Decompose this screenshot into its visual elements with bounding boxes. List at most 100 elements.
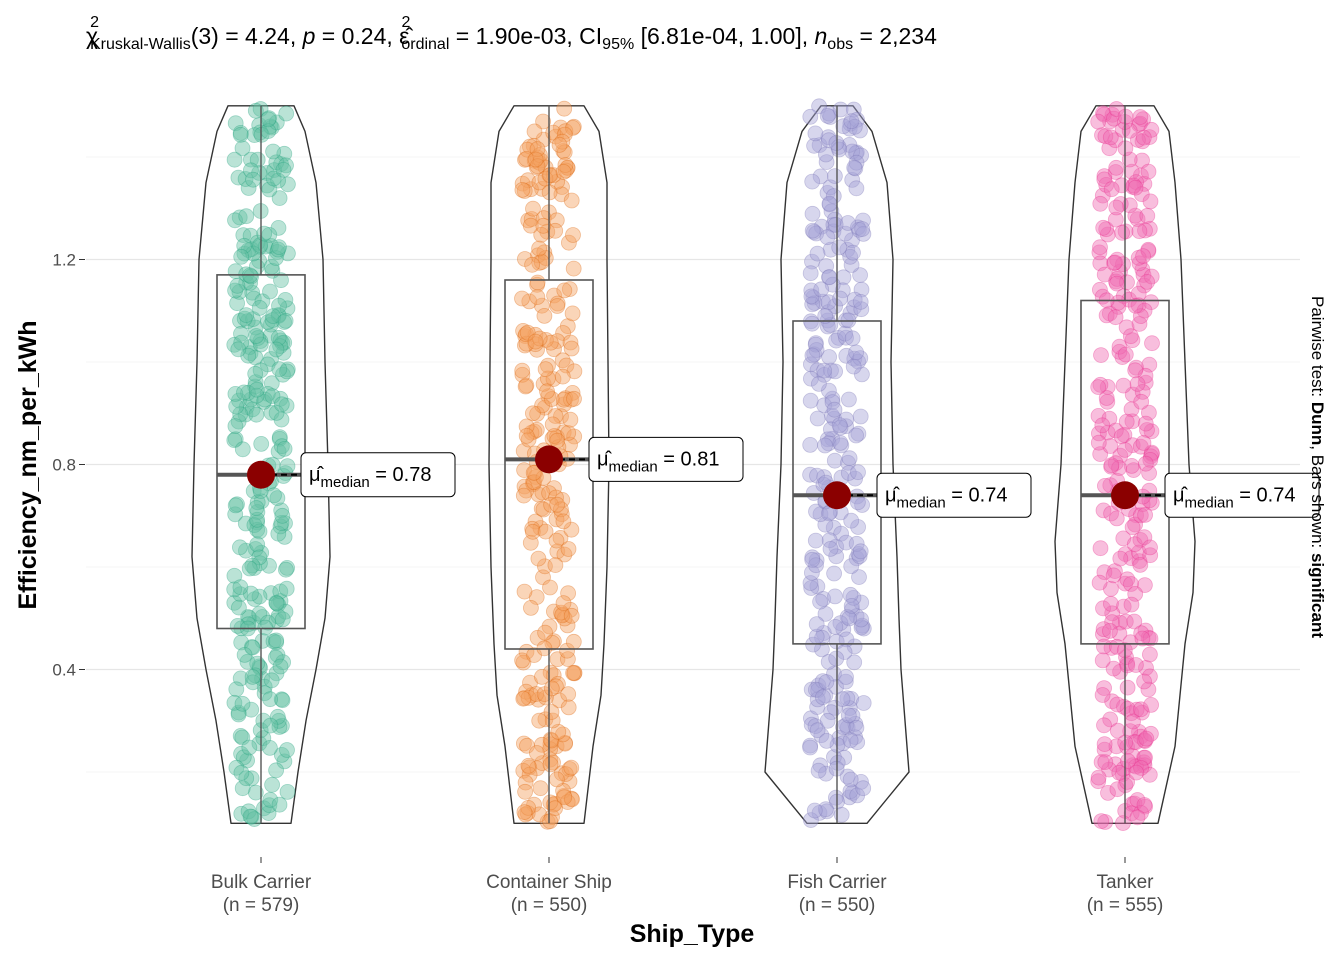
- data-point: [566, 390, 582, 407]
- data-point: [803, 356, 819, 373]
- eps-part: = 1.90e-03, CI: [449, 23, 602, 49]
- data-point: [1090, 773, 1107, 790]
- data-point: [549, 298, 566, 314]
- data-point: [844, 784, 861, 801]
- data-point: [821, 195, 838, 212]
- data-point: [233, 334, 250, 351]
- data-point: [819, 712, 836, 729]
- x-category-label: Bulk Carrier: [211, 872, 312, 893]
- data-point: [564, 791, 580, 808]
- violin-outline: [1054, 105, 1196, 824]
- data-point: [240, 242, 257, 259]
- data-point: [846, 350, 863, 367]
- data-point: [812, 593, 828, 610]
- data-point: [1122, 328, 1139, 345]
- data-point: [563, 340, 580, 357]
- data-point: [811, 805, 828, 821]
- data-point: [548, 511, 565, 528]
- data-point: [247, 374, 264, 391]
- data-point: [853, 281, 870, 298]
- data-point: [555, 143, 572, 159]
- data-point: [853, 619, 870, 636]
- data-point: [566, 665, 583, 682]
- data-point: [262, 792, 279, 808]
- data-point: [1097, 128, 1114, 145]
- data-point: [231, 283, 248, 300]
- data-point: [1113, 428, 1130, 445]
- data-point: [560, 425, 577, 441]
- data-point: [1123, 596, 1140, 613]
- data-point: [271, 190, 288, 207]
- data-point: [806, 802, 823, 819]
- data-point: [1127, 758, 1144, 775]
- data-point: [1128, 657, 1144, 673]
- data-point: [1119, 657, 1136, 674]
- data-point: [1107, 309, 1124, 326]
- data-point: [560, 686, 577, 702]
- data-point: [251, 588, 268, 605]
- data-point: [1104, 605, 1121, 622]
- data-point: [1136, 757, 1153, 774]
- data-point: [809, 699, 825, 715]
- data-point: [803, 812, 819, 828]
- data-point: [812, 168, 829, 185]
- data-point: [1142, 646, 1158, 663]
- data-point: [561, 281, 578, 298]
- data-point: [1115, 815, 1131, 831]
- y-tick-labels: 0.4 0.8 1.2: [52, 251, 85, 680]
- data-point: [277, 291, 294, 308]
- data-point: [819, 318, 836, 335]
- data-point: [271, 796, 288, 813]
- data-point: [850, 425, 867, 442]
- data-point: [1107, 455, 1124, 472]
- data-point: [517, 251, 533, 267]
- data-point: [247, 349, 264, 366]
- data-point: [835, 269, 852, 286]
- data-point: [847, 160, 864, 177]
- data-point: [1136, 732, 1153, 749]
- data-point: [1143, 444, 1160, 461]
- data-point: [526, 647, 542, 663]
- data-point: [246, 560, 263, 576]
- data-point: [263, 375, 280, 392]
- data-point: [565, 260, 582, 277]
- data-point: [1127, 297, 1144, 314]
- data-point: [1127, 179, 1144, 196]
- data-point: [848, 535, 865, 552]
- data-point: [514, 366, 531, 383]
- data-point: [565, 633, 582, 650]
- y-tick-label: 0.8: [52, 456, 76, 475]
- data-point: [565, 665, 581, 681]
- data-point: [1104, 106, 1121, 123]
- eps-sup: 2: [401, 14, 410, 31]
- data-point: [823, 704, 840, 721]
- data-point: [1096, 564, 1113, 581]
- data-point: [1137, 374, 1154, 391]
- data-point: [235, 227, 252, 244]
- data-point: [1098, 176, 1115, 193]
- data-point: [1131, 724, 1147, 740]
- data-point: [1132, 438, 1149, 455]
- data-point: [1137, 367, 1154, 384]
- median-markers: μ̂median = 0.78 μ̂median = 0.81 μ̂median =…: [247, 436, 1320, 518]
- data-point: [524, 474, 541, 491]
- data-point: [278, 397, 295, 414]
- data-point: [531, 240, 547, 257]
- data-point: [237, 406, 254, 423]
- data-point: [243, 808, 260, 825]
- data-point: [231, 392, 247, 409]
- data-point: [542, 794, 559, 811]
- data-point: [831, 417, 848, 434]
- data-point: [273, 396, 290, 413]
- data-point: [853, 611, 869, 628]
- data-point: [259, 177, 275, 194]
- data-point: [1114, 349, 1131, 366]
- data-point: [531, 174, 548, 191]
- data-point: [1135, 248, 1151, 265]
- p-part: = 0.24,: [315, 23, 399, 49]
- data-point: [831, 730, 848, 746]
- x-category-n: (n = 579): [223, 895, 300, 916]
- data-point: [802, 737, 819, 754]
- data-point: [276, 145, 293, 162]
- y-axis-title: Efficiency_nm_per_kWh: [14, 321, 42, 610]
